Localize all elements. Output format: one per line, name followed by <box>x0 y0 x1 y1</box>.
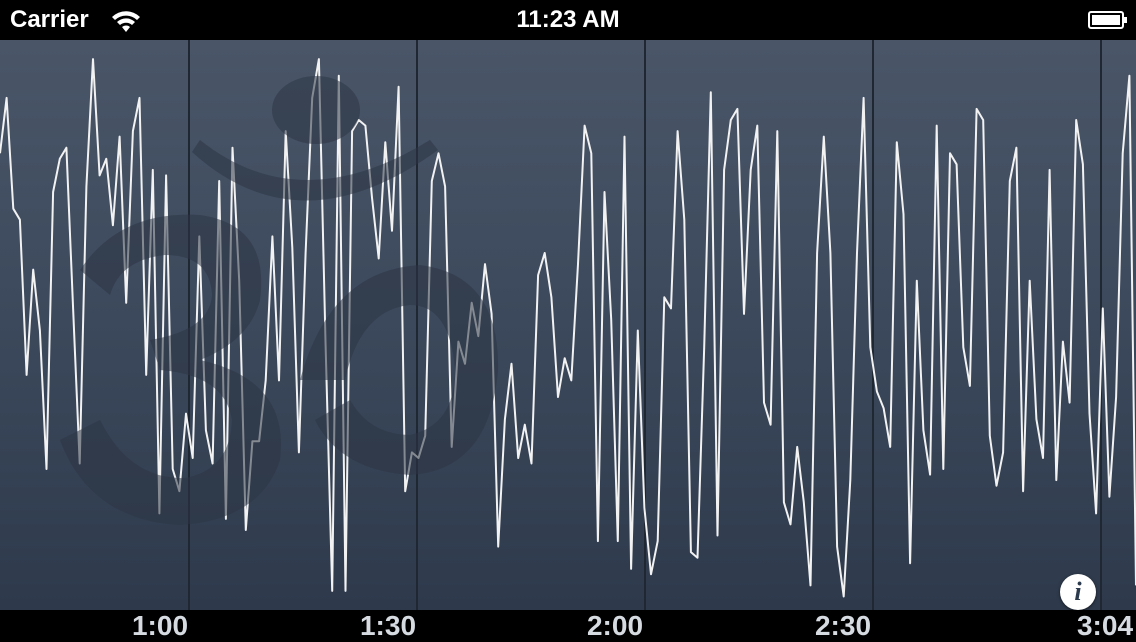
time-tick-label: 3:04 <box>1076 610 1134 641</box>
info-button[interactable]: i <box>1060 574 1096 610</box>
time-tick-label: 2:30 <box>814 610 872 641</box>
timeline-axis: 1:00 1:30 2:00 2:30 3:04 <box>0 610 1136 641</box>
time-tick-label: 1:00 <box>131 610 189 641</box>
wifi-icon <box>112 11 140 32</box>
status-bar: Carrier 11:23 AM <box>0 0 1136 40</box>
status-time: 11:23 AM <box>516 6 620 33</box>
info-icon: i <box>1074 577 1082 606</box>
time-tick-label: 2:00 <box>586 610 644 641</box>
carrier-label: Carrier <box>10 6 89 33</box>
time-tick-label: 1:30 <box>359 610 417 641</box>
waveform-line <box>0 58 1136 598</box>
battery-icon <box>1088 11 1127 29</box>
waveform-chart: i <box>0 40 1136 610</box>
om-symbol-icon <box>60 76 499 525</box>
